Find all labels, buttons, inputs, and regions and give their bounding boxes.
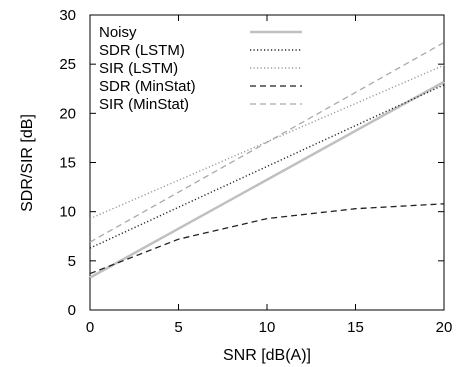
x-tick-label: 10 [259,319,276,336]
y-tick-label: 0 [68,302,76,319]
y-tick-label: 5 [68,253,76,270]
x-tick-label: 0 [86,319,94,336]
y-tick-label: 20 [59,105,76,122]
legend-label: SIR (LSTM) [99,60,178,77]
x-tick-label: 20 [436,319,453,336]
series-line-1 [89,80,445,279]
x-axis-ticks: 0 5 10 15 20 [86,15,453,336]
series-line-5 [89,41,445,243]
series-layer [89,41,445,279]
legend-label: SIR (MinStat) [99,96,189,113]
y-tick-label: 10 [59,204,76,221]
x-axis-label: SNR [dB(A)] [223,347,311,364]
y-tick-label: 30 [59,7,76,24]
x-tick-label: 15 [347,319,364,336]
series-line-4 [89,203,445,275]
y-tick-label: 25 [59,56,76,73]
y-axis-label: SDR/SIR [dB] [19,114,36,212]
y-axis-ticks: 0 5 10 15 20 25 30 [59,7,444,319]
legend-label: Noisy [99,24,137,41]
y-tick-label: 15 [59,155,76,172]
x-tick-label: 5 [174,319,182,336]
legend-label: SDR (MinStat) [99,78,196,95]
legend-label: SDR (LSTM) [99,42,185,59]
